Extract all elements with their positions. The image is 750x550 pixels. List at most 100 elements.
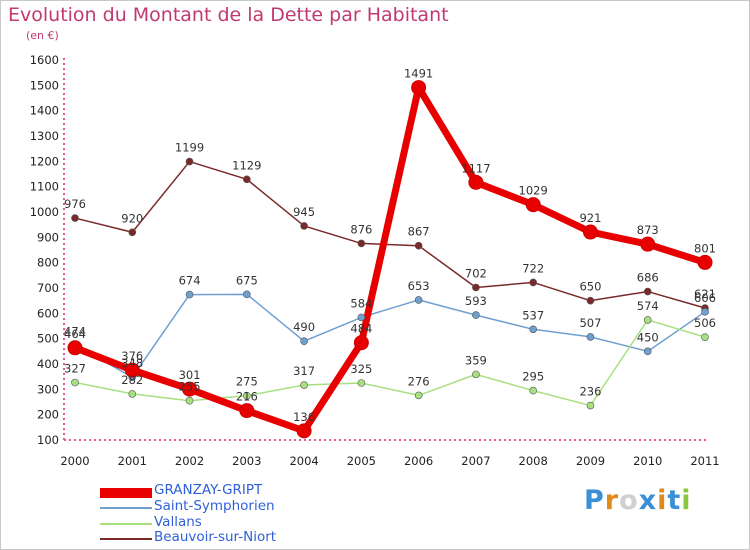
data-point <box>582 224 598 240</box>
data-label: 722 <box>522 261 544 275</box>
y-tick-label: 1300 <box>30 129 59 143</box>
y-tick-label: 800 <box>37 256 59 270</box>
x-tick-label: 2009 <box>576 454 605 468</box>
y-tick-label: 200 <box>37 408 59 422</box>
data-point <box>414 296 423 304</box>
x-tick-label: 2006 <box>404 454 433 468</box>
data-label: 282 <box>121 373 143 387</box>
legend-label: Beauvoir-sur-Niort <box>154 529 277 545</box>
data-label: 276 <box>408 374 430 388</box>
y-tick-label: 400 <box>37 357 59 371</box>
legend-label: Vallans <box>154 514 202 530</box>
x-tick-label: 2011 <box>690 454 719 468</box>
y-tick-label: 600 <box>37 306 59 320</box>
data-point <box>586 296 595 305</box>
x-tick-label: 2004 <box>289 454 318 468</box>
series-line <box>74 319 706 407</box>
x-tick-label: 2003 <box>232 454 261 468</box>
data-label: 976 <box>64 197 86 211</box>
y-tick-label: 300 <box>37 382 59 396</box>
data-point <box>468 174 484 190</box>
data-point <box>411 80 427 96</box>
data-label: 920 <box>121 211 143 225</box>
data-point <box>414 241 423 250</box>
data-label: 1029 <box>519 184 548 198</box>
data-label: 1491 <box>404 67 433 81</box>
data-point <box>182 381 198 397</box>
data-label: 450 <box>637 330 659 344</box>
data-label: 484 <box>350 322 372 336</box>
data-point <box>185 157 194 166</box>
y-tick-label: 900 <box>37 230 59 244</box>
data-point <box>586 401 595 410</box>
data-label: 650 <box>579 280 601 294</box>
data-label: 674 <box>179 274 201 288</box>
data-point <box>128 390 137 398</box>
data-point <box>67 340 83 356</box>
data-point <box>697 254 713 270</box>
data-labels: 976 920 1199 1129 945 876 867 702 722 650 686 621 47… <box>64 67 716 424</box>
y-tick-label: 500 <box>37 332 59 346</box>
logo-letter: t <box>667 485 682 516</box>
chart-subtitle: (en €) <box>26 29 59 42</box>
series-lines <box>71 84 709 435</box>
logo-letter: i <box>681 485 692 516</box>
data-point <box>529 386 537 395</box>
data-point <box>243 290 251 299</box>
data-label: 921 <box>579 211 601 225</box>
series-line <box>71 84 709 435</box>
data-label: 359 <box>465 353 487 367</box>
data-point <box>357 313 366 322</box>
data-label: 1129 <box>232 158 261 172</box>
data-point <box>472 311 480 319</box>
data-label: 325 <box>350 362 372 376</box>
y-tick-label: 700 <box>37 281 59 295</box>
y-tick-label: 1100 <box>30 180 59 194</box>
y-tick-label: 1600 <box>30 53 59 67</box>
x-tick-label: 2001 <box>118 454 147 468</box>
data-point <box>71 214 79 222</box>
data-label: 216 <box>236 390 258 404</box>
logo-letter: P <box>584 485 605 516</box>
data-point <box>586 333 595 341</box>
logo-letter: x <box>638 485 658 516</box>
chart-axes: 100 200 300 400 500 600 700 800 900 1000 1100 1200 1… <box>30 53 720 468</box>
logo-letter: r <box>604 485 620 516</box>
data-label: 301 <box>179 368 201 382</box>
legend-label: GRANZAY-GRIPT <box>154 482 263 498</box>
data-label: 317 <box>293 364 315 378</box>
data-point <box>472 283 480 292</box>
data-point <box>296 423 312 439</box>
data-label: 867 <box>408 225 430 239</box>
series-points <box>67 80 713 439</box>
data-point <box>239 403 255 419</box>
data-point <box>643 347 652 356</box>
logo-letter: o <box>619 485 639 516</box>
data-point <box>243 391 251 400</box>
logo-letter: i <box>657 485 668 516</box>
data-label: 1199 <box>175 141 204 155</box>
x-tick-label: 2000 <box>60 454 89 468</box>
data-point <box>525 197 541 213</box>
y-tick-label: 100 <box>37 433 59 447</box>
y-tick-label: 1500 <box>30 78 59 92</box>
data-label: 236 <box>579 385 601 399</box>
data-point <box>300 222 308 230</box>
legend-label: Saint-Symphorien <box>154 498 275 514</box>
data-point <box>353 335 369 351</box>
legend-swatch <box>100 538 152 540</box>
data-label: 606 <box>694 291 716 305</box>
x-tick-label: 2010 <box>633 454 662 468</box>
data-label: 1117 <box>461 161 490 175</box>
data-label: 295 <box>522 370 544 384</box>
series-line <box>74 160 706 309</box>
data-label: 255 <box>179 380 201 394</box>
data-point <box>643 287 652 296</box>
legend-swatch <box>100 507 152 509</box>
data-point <box>71 378 79 387</box>
data-point <box>185 396 194 405</box>
x-tick-label: 2007 <box>461 454 490 468</box>
x-tick-label: 2005 <box>347 454 376 468</box>
data-label: 327 <box>64 361 86 375</box>
